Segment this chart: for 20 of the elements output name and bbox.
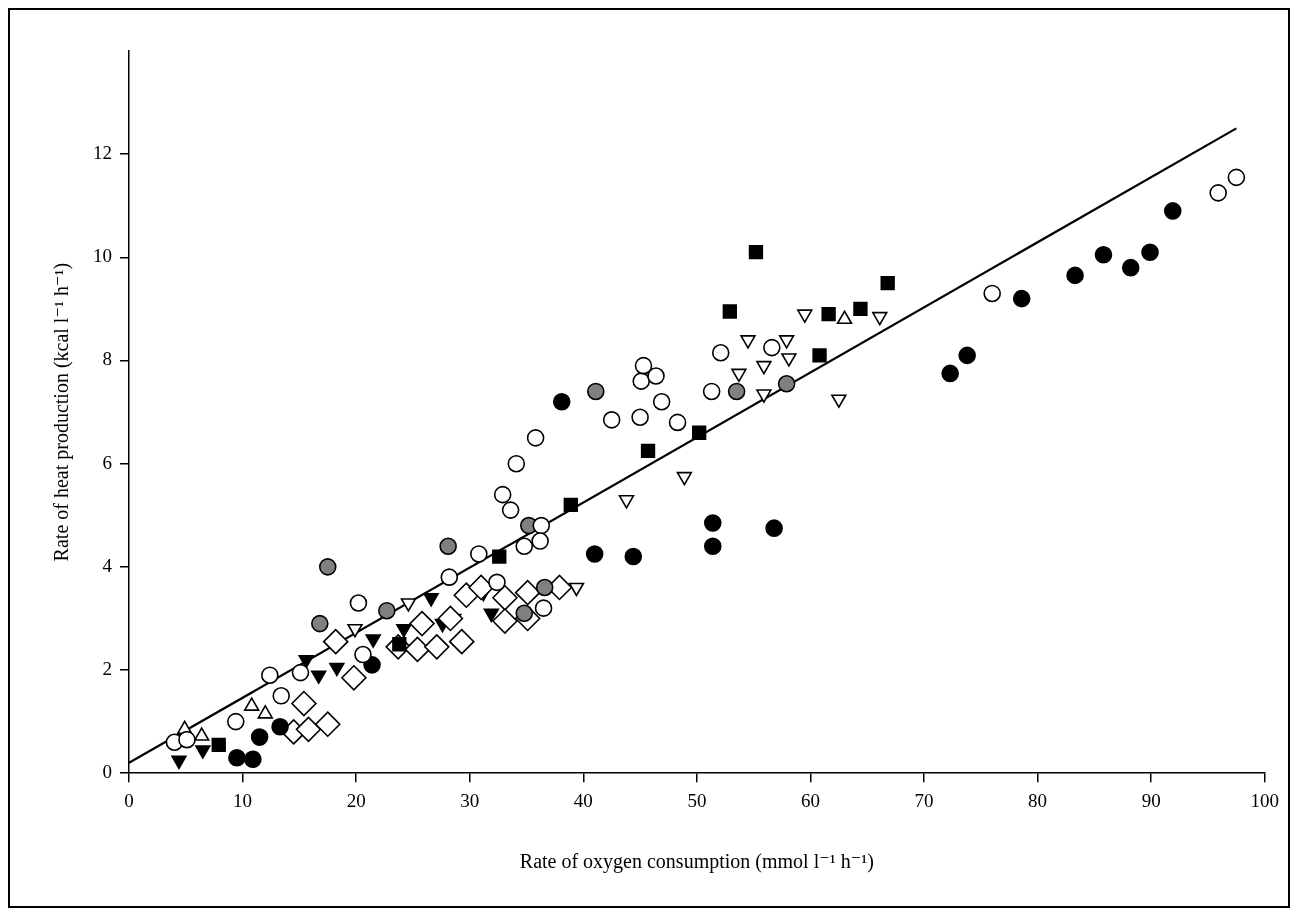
x-tick-label: 20 — [346, 789, 366, 811]
x-tick-label: 10 — [233, 789, 253, 811]
x-tick-label: 100 — [1250, 789, 1279, 811]
y-tick-label: 12 — [93, 142, 112, 164]
y-axis-title: Rate of heat production (kcal l⁻¹ h⁻¹) — [50, 262, 74, 562]
x-axis-title: Rate of oxygen consumption (mmol l⁻¹ h⁻¹) — [519, 850, 874, 874]
x-tick-label: 0 — [124, 789, 134, 811]
x-tick-label: 70 — [914, 789, 934, 811]
y-tick-label: 10 — [93, 245, 112, 267]
x-tick-label: 40 — [573, 789, 593, 811]
y-tick-label: 4 — [102, 554, 113, 576]
x-tick-label: 80 — [1028, 789, 1048, 811]
x-tick-label: 50 — [687, 789, 707, 811]
x-tick-label: 30 — [460, 789, 480, 811]
x-tick-label: 90 — [1141, 789, 1161, 811]
y-tick-label: 2 — [102, 658, 112, 680]
y-tick-label: 6 — [102, 451, 112, 473]
y-tick-label: 8 — [102, 348, 112, 370]
x-tick-label: 60 — [800, 789, 820, 811]
y-tick-label: 0 — [102, 761, 112, 783]
